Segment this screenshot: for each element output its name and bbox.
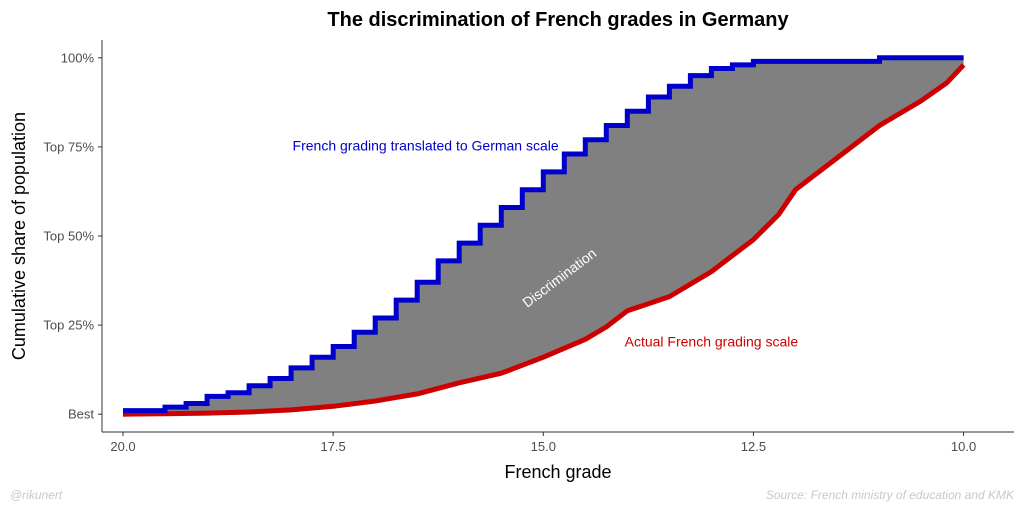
y-tick-label: 100% xyxy=(61,50,95,65)
y-tick-label: Best xyxy=(68,407,94,422)
y-axis-title: Cumulative share of population xyxy=(9,112,29,360)
series-line-actual-french xyxy=(122,63,966,417)
x-tick-label: 10.0 xyxy=(951,439,976,454)
author-caption: @rikunert xyxy=(10,488,63,502)
x-tick-label: 17.5 xyxy=(320,439,345,454)
x-tick-label: 12.5 xyxy=(741,439,766,454)
series-line-german-scale xyxy=(123,55,964,414)
y-tick-label: Top 25% xyxy=(43,318,94,333)
y-tick-label: Top 50% xyxy=(43,229,94,244)
x-axis-ticks: 20.0 17.5 15.0 12.5 10.0 xyxy=(110,432,976,454)
discrimination-area xyxy=(123,57,964,415)
chart-title: The discrimination of French grades in G… xyxy=(327,9,789,31)
annotation-actual-scale: Actual French grading scale xyxy=(625,334,799,350)
x-axis-title: French grade xyxy=(504,462,611,482)
plot-area xyxy=(122,55,966,417)
x-tick-label: 15.0 xyxy=(531,439,556,454)
x-tick-label: 20.0 xyxy=(110,439,135,454)
y-axis-ticks: Best Top 25% Top 50% Top 75% 100% xyxy=(43,50,102,422)
y-tick-label: Top 75% xyxy=(43,139,94,154)
annotation-german-scale: French grading translated to German scal… xyxy=(293,138,559,154)
source-caption: Source: French ministry of education and… xyxy=(766,488,1015,502)
